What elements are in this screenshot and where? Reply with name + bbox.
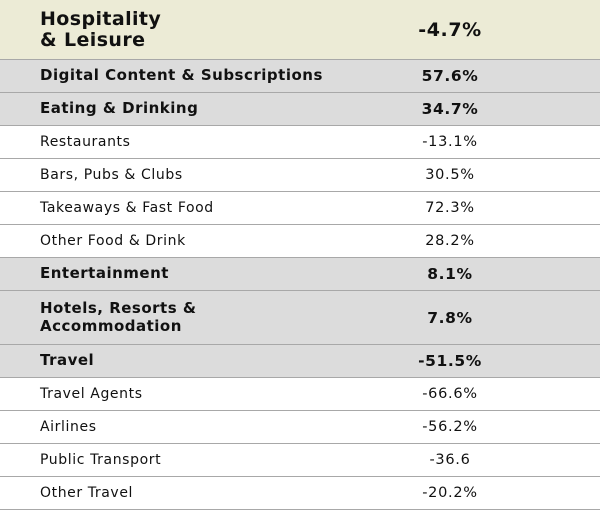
table-row-other-travel: Other Travel -20.2% <box>0 477 600 510</box>
row-value: 30.5% <box>425 167 475 183</box>
row-value: 7.8% <box>427 308 473 327</box>
table-row-digital-content: Digital Content & Subscriptions 57.6% <box>0 60 600 93</box>
row-value: -51.5% <box>418 352 482 370</box>
row-value: 28.2% <box>425 233 475 249</box>
row-value: -13.1% <box>422 134 478 150</box>
header-label-line1: Hospitality <box>40 7 162 30</box>
row-label: Entertainment <box>40 264 169 283</box>
row-value: 8.1% <box>427 265 473 283</box>
table-row-bars-pubs-clubs: Bars, Pubs & Clubs 30.5% <box>0 159 600 192</box>
row-value: -20.2% <box>422 485 478 501</box>
table-row-public-transport: Public Transport -36.6 <box>0 444 600 477</box>
row-label: Other Food & Drink <box>40 232 186 249</box>
row-value: -36.6 <box>429 452 471 468</box>
row-label: Public Transport <box>40 451 162 468</box>
table-row-takeaways-fast-food: Takeaways & Fast Food 72.3% <box>0 192 600 225</box>
row-label-line1: Hotels, Resorts & <box>40 299 197 318</box>
row-label: Travel Agents <box>40 385 143 402</box>
row-label-line2: Accommodation <box>40 316 182 335</box>
table-row-travel: Travel -51.5% <box>0 345 600 378</box>
header-label: Hospitality & Leisure <box>0 7 395 51</box>
table-row-travel-agents: Travel Agents -66.6% <box>0 378 600 411</box>
row-label: Eating & Drinking <box>40 99 199 118</box>
row-label: Bars, Pubs & Clubs <box>40 166 183 183</box>
row-label: Restaurants <box>40 133 131 150</box>
table-row-eating-drinking: Eating & Drinking 34.7% <box>0 93 600 126</box>
row-label: Hotels, Resorts & Accommodation <box>0 299 395 335</box>
table-row-airlines: Airlines -56.2% <box>0 411 600 444</box>
table-row-other-food-drink: Other Food & Drink 28.2% <box>0 225 600 258</box>
table-header-row: Hospitality & Leisure -4.7% <box>0 0 600 60</box>
row-label: Travel <box>40 351 95 370</box>
row-label: Digital Content & Subscriptions <box>40 66 323 85</box>
header-label-line2: & Leisure <box>40 28 146 51</box>
header-value: -4.7% <box>418 18 482 41</box>
row-value: 57.6% <box>421 67 479 85</box>
table-row-entertainment: Entertainment 8.1% <box>0 258 600 291</box>
row-label: Other Travel <box>40 484 134 501</box>
row-label: Airlines <box>40 418 97 435</box>
row-label: Takeaways & Fast Food <box>40 199 214 216</box>
table-row-hotels-resorts: Hotels, Resorts & Accommodation 7.8% <box>0 291 600 345</box>
row-value: -66.6% <box>422 386 478 402</box>
table-row-restaurants: Restaurants -13.1% <box>0 126 600 159</box>
row-value: -56.2% <box>422 419 478 435</box>
row-value: 72.3% <box>425 200 475 216</box>
row-value: 34.7% <box>421 100 479 118</box>
